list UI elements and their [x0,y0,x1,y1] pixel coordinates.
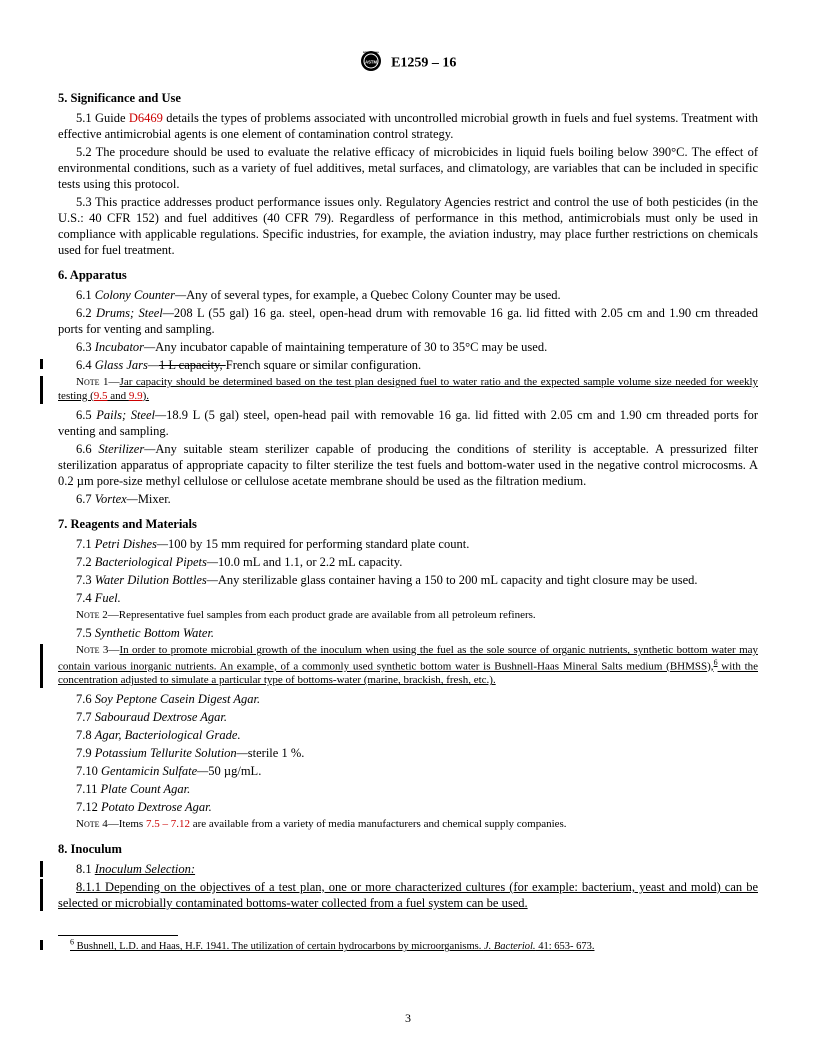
para-7-4: 7.4 Fuel. [58,590,758,606]
section-8-head: 8. Inoculum [58,842,758,857]
note-4: Note 4—Items 7.5 – 7.12 are available fr… [58,818,758,832]
para-7-7: 7.7 Sabouraud Dextrose Agar. [58,709,758,725]
svg-text:ASTM: ASTM [365,60,377,65]
para-6-5: 6.5 Pails; Steel—18.9 L (5 gal) steel, o… [58,407,758,439]
link-d6469[interactable]: D6469 [129,111,163,125]
para-5-1: 5.1 Guide D6469 details the types of pro… [58,110,758,142]
para-7-12: 7.12 Potato Dextrose Agar. [58,799,758,815]
footnote-6: 6 Bushnell, L.D. and Haas, H.F. 1941. Th… [58,938,758,954]
note-3: Note 3—In order to promote microbial gro… [58,644,758,688]
link-9-5[interactable]: 9.5 [94,390,108,402]
para-7-1: 7.1 Petri Dishes—100 by 15 mm required f… [58,536,758,552]
para-6-2: 6.2 Drums; Steel—208 L (55 gal) 16 ga. s… [58,305,758,337]
para-7-6: 7.6 Soy Peptone Casein Digest Agar. [58,691,758,707]
astm-logo: ASTM INTERNATIONAL [360,50,382,77]
footnote-rule [58,935,178,936]
para-7-10: 7.10 Gentamicin Sulfate—50 µg/mL. [58,763,758,779]
para-7-11: 7.11 Plate Count Agar. [58,781,758,797]
section-6-head: 6. Apparatus [58,268,758,283]
link-9-9[interactable]: 9.9 [129,390,143,402]
link-7-5-7-12[interactable]: 7.5 – 7.12 [146,818,190,830]
doc-header: ASTM INTERNATIONAL E1259 – 16 [58,50,758,77]
note-2: Note 2—Representative fuel samples from … [58,609,758,623]
para-7-5: 7.5 Synthetic Bottom Water. [58,625,758,641]
designation: E1259 – 16 [391,56,456,71]
para-5-3: 5.3 This practice addresses product perf… [58,194,758,258]
para-5-2: 5.2 The procedure should be used to eval… [58,144,758,192]
para-7-3: 7.3 Water Dilution Bottles—Any steriliza… [58,572,758,588]
page-number: 3 [0,1011,816,1026]
section-5-head: 5. Significance and Use [58,91,758,106]
para-6-7: 6.7 Vortex—Mixer. [58,491,758,507]
para-6-3: 6.3 Incubator—Any incubator capable of m… [58,339,758,355]
para-8-1-1: 8.1.1 Depending on the objectives of a t… [58,879,758,911]
para-6-6: 6.6 Sterilizer—Any suitable steam steril… [58,441,758,489]
section-7-head: 7. Reagents and Materials [58,517,758,532]
para-7-9: 7.9 Potassium Tellurite Solution—sterile… [58,745,758,761]
note-1: Note 1—Jar capacity should be determined… [58,376,758,404]
para-6-4: 6.4 Glass Jars—1 L capacity, French squa… [58,357,758,373]
para-7-2: 7.2 Bacteriological Pipets—10.0 mL and 1… [58,554,758,570]
svg-text:INTERNATIONAL: INTERNATIONAL [362,51,379,54]
para-7-8: 7.8 Agar, Bacteriological Grade. [58,727,758,743]
para-8-1: 8.1 Inoculum Selection: [58,861,758,877]
para-6-1: 6.1 Colony Counter—Any of several types,… [58,287,758,303]
